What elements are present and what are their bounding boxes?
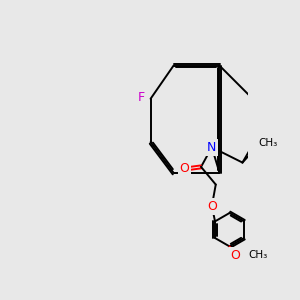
Text: F: F <box>138 91 145 104</box>
Text: N: N <box>207 141 217 154</box>
Text: O: O <box>179 162 189 175</box>
Text: CH₃: CH₃ <box>248 250 267 260</box>
Text: O: O <box>207 200 217 213</box>
Text: CH₃: CH₃ <box>259 138 278 148</box>
Text: O: O <box>230 249 240 262</box>
